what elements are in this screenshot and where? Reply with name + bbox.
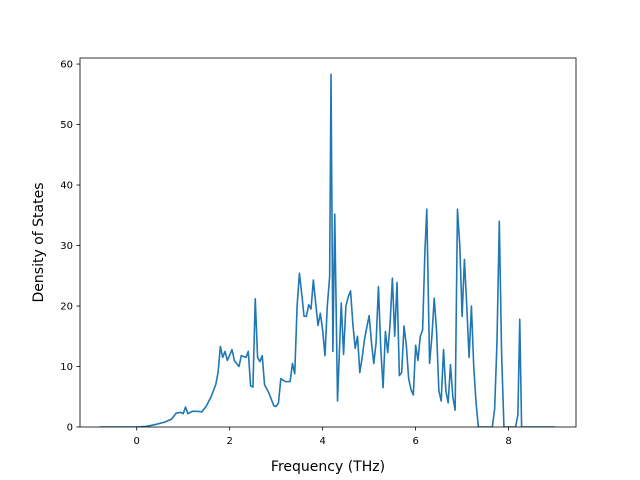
x-tick-label: 0 (134, 436, 140, 447)
y-tick-label: 50 (60, 120, 73, 131)
y-tick-label: 60 (60, 60, 73, 71)
x-tick-label: 2 (226, 436, 232, 447)
y-tick-label: 20 (60, 302, 73, 313)
series-line-0 (99, 73, 556, 427)
x-tick-label: 4 (319, 436, 325, 447)
y-tick-label: 0 (67, 423, 73, 434)
y-tick-label: 40 (60, 181, 73, 192)
y-tick-label: 30 (60, 241, 73, 252)
axes-frame (79, 57, 577, 428)
plot-area (99, 73, 556, 427)
x-axis-label: Frequency (THz) (271, 459, 385, 475)
y-tick-label: 10 (60, 362, 73, 373)
y-axis-label: Density of States (31, 183, 47, 303)
x-axis-ticks: 0 2 4 6 8 (134, 427, 512, 447)
y-axis-ticks: 0 10 20 30 40 50 60 (60, 60, 80, 434)
x-tick-label: 6 (412, 436, 418, 447)
x-tick-label: 8 (505, 436, 511, 447)
